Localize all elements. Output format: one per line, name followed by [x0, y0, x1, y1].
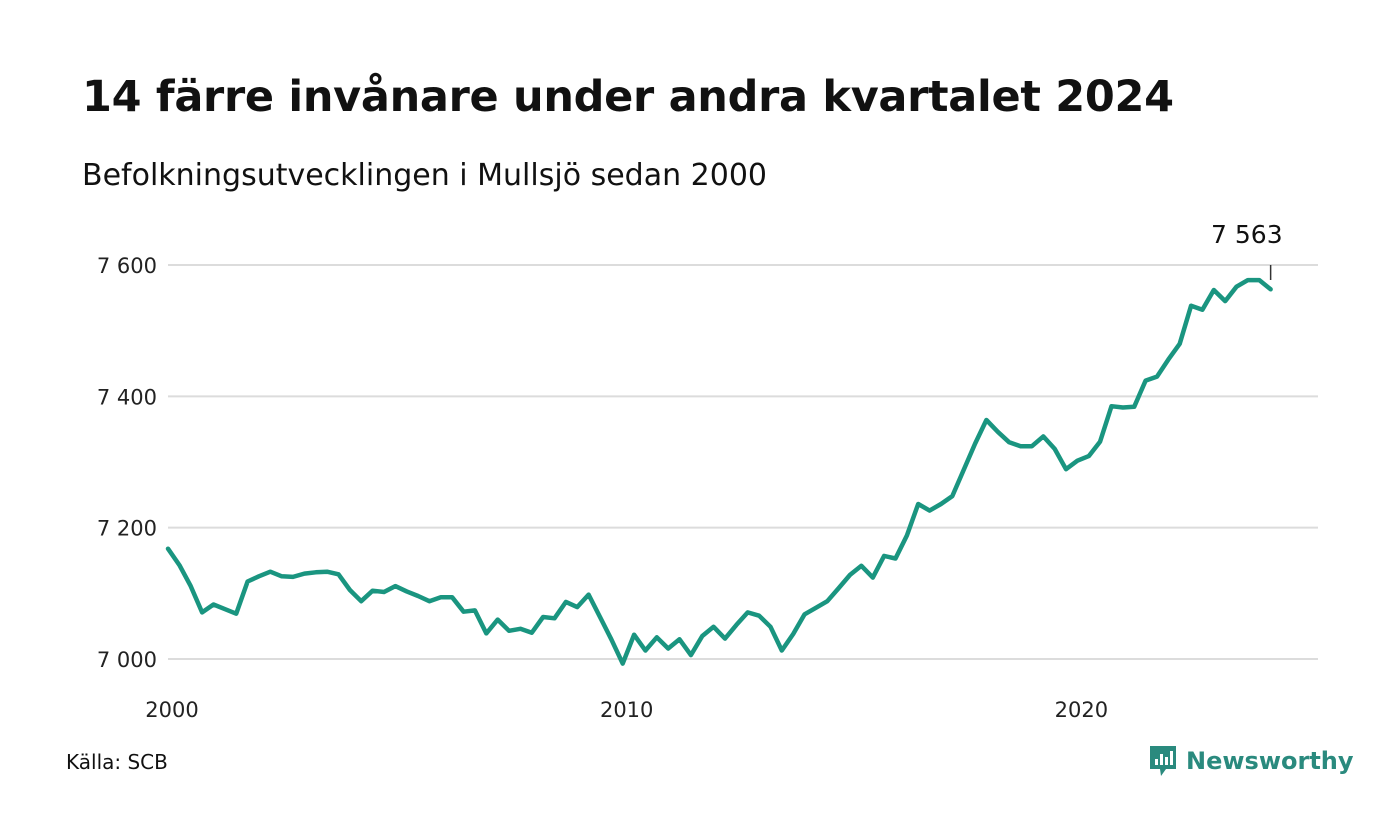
- series-lines: [165, 277, 1273, 666]
- brand-logo: Newsworthy: [1148, 744, 1354, 778]
- chart-subtitle: Befolkningsutvecklingen i Mullsjö sedan …: [82, 158, 767, 193]
- annotation-label: 7 563: [1211, 220, 1283, 249]
- source-note: Källa: SCB: [66, 750, 168, 774]
- y-axis-tick-labels: 7 000 7 200 7 400 7 600: [97, 254, 157, 672]
- brand-name: Newsworthy: [1186, 747, 1354, 775]
- y-tick-label-7200: 7 200: [97, 517, 157, 541]
- last-value-annotation: 7 563: [1211, 220, 1283, 280]
- grid-lines: [168, 264, 1318, 660]
- series-line-0: [165, 277, 1273, 666]
- y-tick-label-7400: 7 400: [97, 385, 157, 409]
- x-tick-label-2020: 2020: [1055, 698, 1108, 722]
- x-tick-label-2010: 2010: [600, 698, 653, 722]
- y-tick-label-7600: 7 600: [97, 254, 157, 278]
- x-axis-tick-labels: 2000 2010 2020: [145, 698, 1108, 722]
- chart-title: 14 färre invånare under andra kvartalet …: [82, 72, 1174, 122]
- x-tick-label-2000: 2000: [145, 698, 198, 722]
- newsworthy-logo-icon: [1150, 746, 1176, 776]
- y-tick-label-7000: 7 000: [97, 648, 157, 672]
